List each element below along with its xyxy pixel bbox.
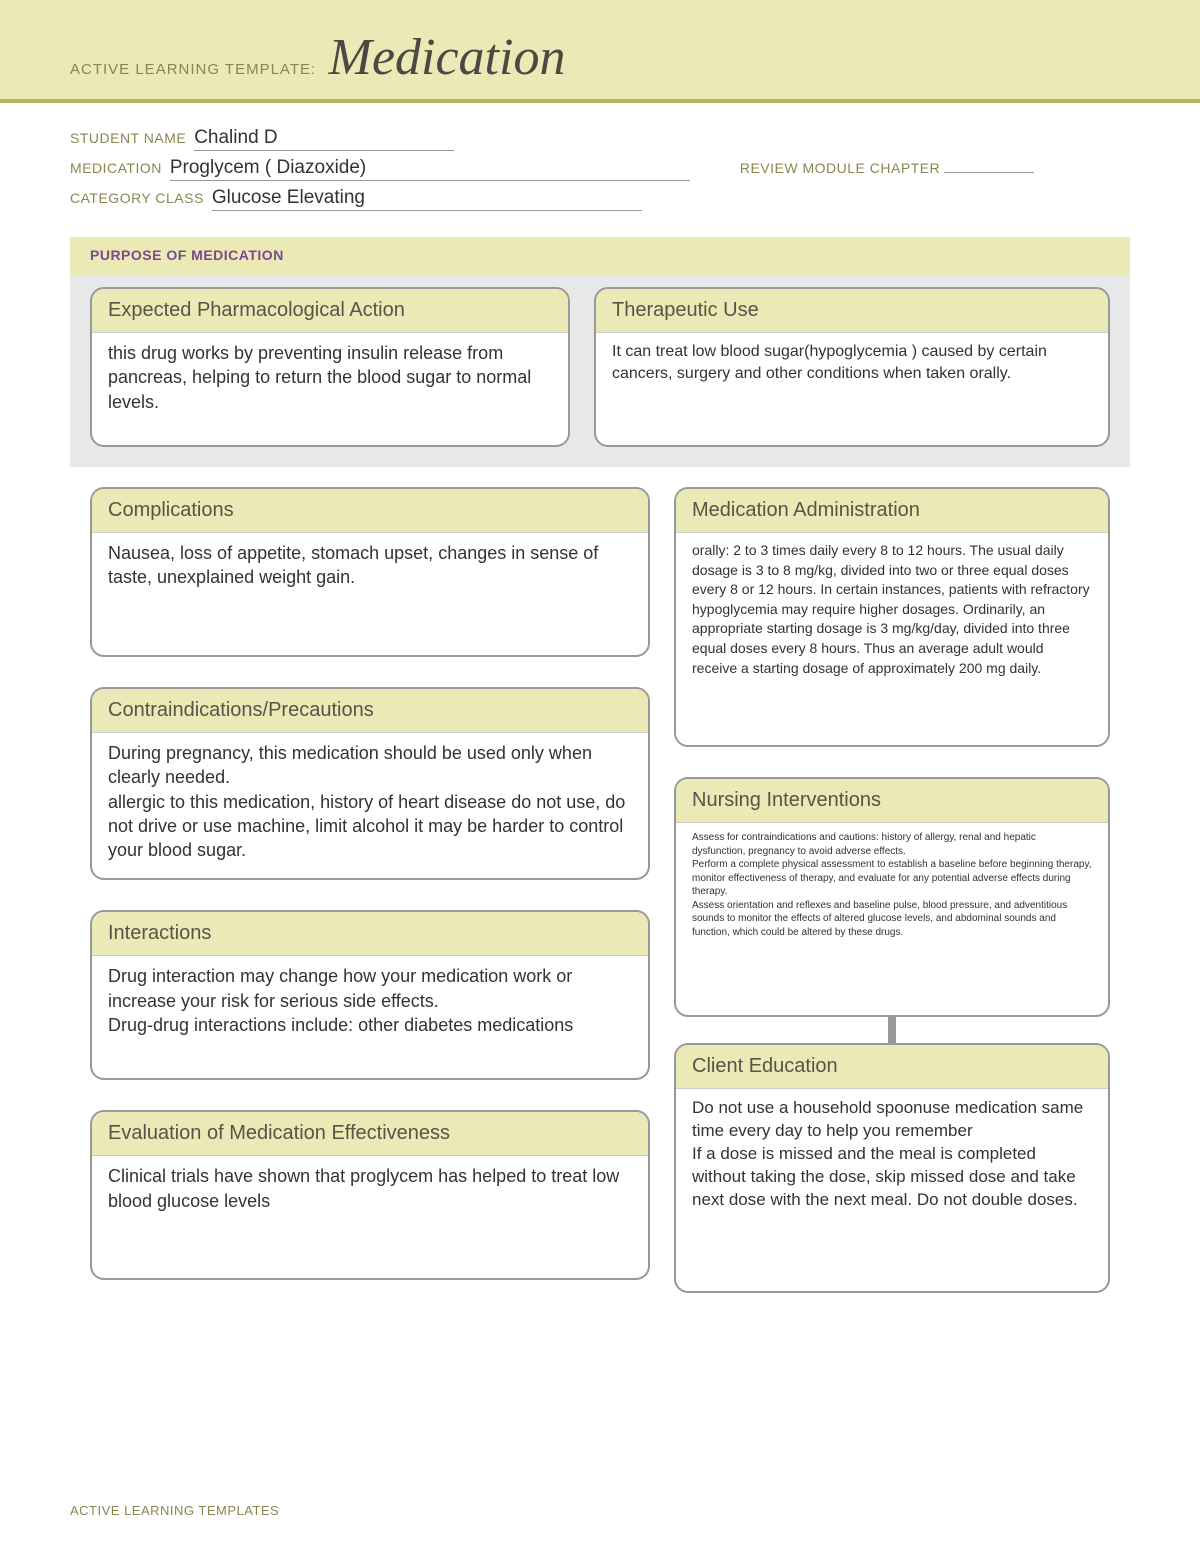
box-evaluation: Evaluation of Medication Effectiveness C… — [90, 1110, 650, 1280]
page-root: ACTIVE LEARNING TEMPLATE: Medication STU… — [0, 0, 1200, 1293]
box-pharm-body: this drug works by preventing insulin re… — [92, 333, 568, 430]
box-client-ed-body: Do not use a household spoonuse medicati… — [676, 1089, 1108, 1228]
student-row: STUDENT NAME Chalind D — [70, 127, 1130, 151]
box-contra: Contraindications/Precautions During pre… — [90, 687, 650, 880]
connector-line — [888, 1017, 896, 1045]
medication-value: Proglycem ( Diazoxide) — [170, 157, 690, 181]
box-therapeutic-title: Therapeutic Use — [596, 289, 1108, 333]
box-admin-body: orally: 2 to 3 times daily every 8 to 12… — [676, 533, 1108, 694]
connector-wrap: Client Education Do not use a household … — [674, 1047, 1110, 1293]
box-evaluation-body: Clinical trials have shown that proglyce… — [92, 1156, 648, 1229]
box-nursing-body: Assess for contraindications and caution… — [676, 823, 1108, 955]
box-contra-title: Contraindications/Precautions — [92, 689, 648, 733]
box-therapeutic-body: It can treat low blood sugar(hypoglycemi… — [596, 333, 1108, 400]
category-row: CATEGORY CLASS Glucose Elevating — [70, 187, 1130, 211]
box-admin: Medication Administration orally: 2 to 3… — [674, 487, 1110, 747]
review-label: REVIEW MODULE CHAPTER — [740, 160, 940, 176]
content-section: Complications Nausea, loss of appetite, … — [70, 467, 1130, 1293]
header-prefix: ACTIVE LEARNING TEMPLATE: — [70, 61, 316, 78]
box-client-ed-title: Client Education — [676, 1045, 1108, 1089]
box-therapeutic: Therapeutic Use It can treat low blood s… — [594, 287, 1110, 447]
box-contra-body: During pregnancy, this medication should… — [92, 733, 648, 878]
box-complications-title: Complications — [92, 489, 648, 533]
right-column: Medication Administration orally: 2 to 3… — [674, 487, 1110, 1293]
category-label: CATEGORY CLASS — [70, 190, 204, 206]
info-block: STUDENT NAME Chalind D MEDICATION Progly… — [0, 103, 1200, 227]
box-pharm-title: Expected Pharmacological Action — [92, 289, 568, 333]
box-nursing-title: Nursing Interventions — [676, 779, 1108, 823]
box-pharm: Expected Pharmacological Action this dru… — [90, 287, 570, 447]
header-title: Medication — [329, 28, 566, 87]
review-line — [944, 172, 1034, 173]
box-interactions-title: Interactions — [92, 912, 648, 956]
box-admin-title: Medication Administration — [676, 489, 1108, 533]
left-column: Complications Nausea, loss of appetite, … — [90, 487, 650, 1280]
box-client-ed: Client Education Do not use a household … — [674, 1043, 1110, 1293]
box-complications: Complications Nausea, loss of appetite, … — [90, 487, 650, 657]
header-band: ACTIVE LEARNING TEMPLATE: Medication — [0, 0, 1200, 103]
purpose-section: Expected Pharmacological Action this dru… — [70, 275, 1130, 467]
box-interactions-body: Drug interaction may change how your med… — [92, 956, 648, 1053]
box-evaluation-title: Evaluation of Medication Effectiveness — [92, 1112, 648, 1156]
box-complications-body: Nausea, loss of appetite, stomach upset,… — [92, 533, 648, 606]
student-label: STUDENT NAME — [70, 130, 186, 146]
medication-row: MEDICATION Proglycem ( Diazoxide) REVIEW… — [70, 157, 1130, 181]
purpose-band: PURPOSE OF MEDICATION — [70, 237, 1130, 275]
category-value: Glucose Elevating — [212, 187, 642, 211]
purpose-label: PURPOSE OF MEDICATION — [90, 247, 284, 263]
student-value: Chalind D — [194, 127, 454, 151]
box-interactions: Interactions Drug interaction may change… — [90, 910, 650, 1080]
box-nursing: Nursing Interventions Assess for contrai… — [674, 777, 1110, 1017]
medication-label: MEDICATION — [70, 160, 162, 176]
footer-text: ACTIVE LEARNING TEMPLATES — [70, 1503, 279, 1518]
